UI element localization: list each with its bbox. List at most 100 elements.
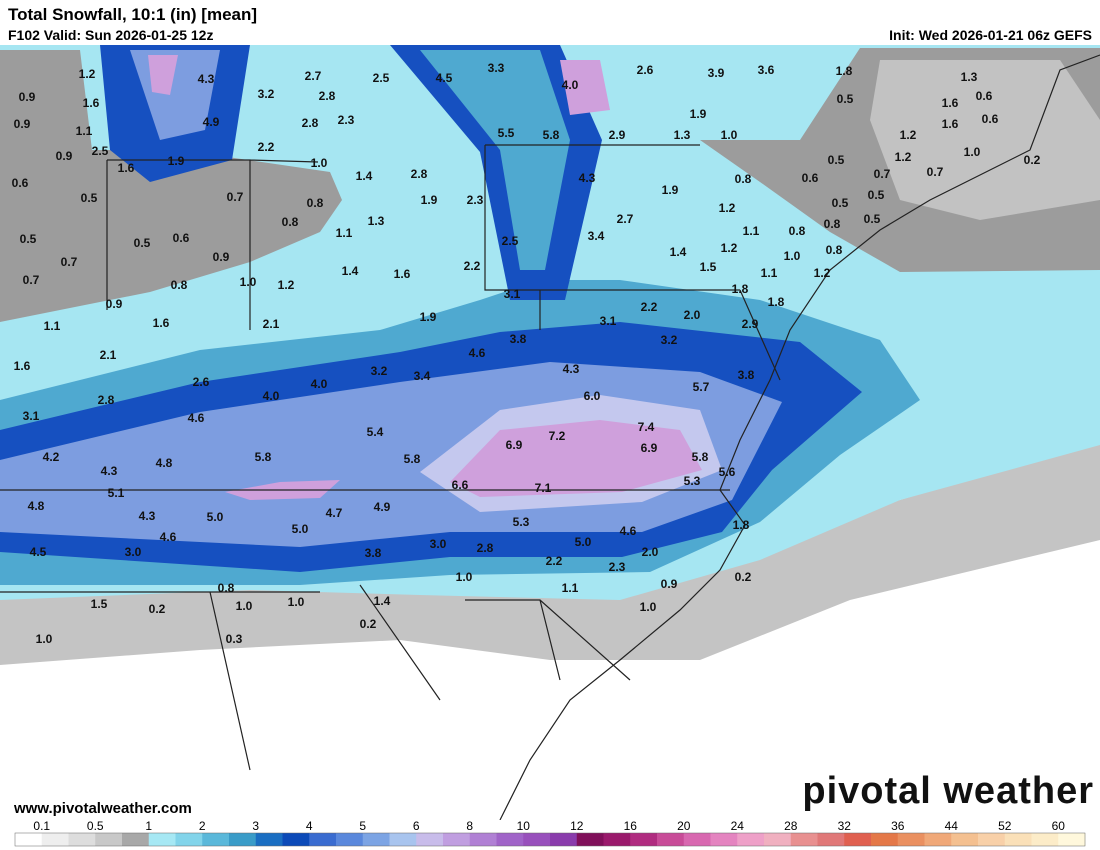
- snow-label: 4.7: [326, 506, 343, 520]
- snow-label: 3.1: [504, 287, 521, 301]
- snow-label: 4.3: [579, 171, 596, 185]
- snow-label: 2.0: [684, 308, 701, 322]
- colorbar-label: 5: [359, 819, 366, 833]
- snow-label: 2.2: [464, 259, 481, 273]
- snow-label: 2.0: [642, 545, 659, 559]
- snow-label: 1.6: [83, 96, 100, 110]
- colorbar-label: 20: [677, 819, 691, 833]
- snow-label: 1.5: [700, 260, 717, 274]
- snow-label: 2.1: [263, 317, 280, 331]
- colorbar-swatch: [897, 833, 925, 846]
- snow-label: 4.8: [156, 456, 173, 470]
- snow-label: 0.8: [789, 224, 806, 238]
- snow-label: 0.8: [307, 196, 324, 210]
- colorbar-swatch: [202, 833, 230, 846]
- snow-label: 0.5: [832, 196, 849, 210]
- snow-label: 4.5: [436, 71, 453, 85]
- snow-label: 2.5: [92, 144, 109, 158]
- snow-label: 1.4: [356, 169, 373, 183]
- snow-label: 3.6: [758, 63, 775, 77]
- snow-label: 0.8: [824, 217, 841, 231]
- snow-label: 2.8: [319, 89, 336, 103]
- snow-label: 6.9: [506, 438, 523, 452]
- snow-label: 4.8: [28, 499, 45, 513]
- colorbar-label: 0.1: [33, 819, 50, 833]
- colorbar-swatch: [951, 833, 979, 846]
- snow-label: 2.2: [546, 554, 563, 568]
- snow-label: 2.3: [338, 113, 355, 127]
- snow-label: 0.7: [927, 165, 944, 179]
- brand: pivotal weather: [802, 770, 1094, 812]
- shade-gray-west: [0, 50, 342, 322]
- snow-label: 4.3: [563, 362, 580, 376]
- snow-label: 3.4: [414, 369, 431, 383]
- snow-label: 2.6: [637, 63, 654, 77]
- snow-label: 0.2: [1024, 153, 1041, 167]
- snow-label: 3.0: [125, 545, 142, 559]
- colorbar-swatch: [603, 833, 631, 846]
- shade-purple: [450, 420, 702, 497]
- snow-label: 1.2: [814, 266, 831, 280]
- snow-label: 3.8: [738, 368, 755, 382]
- snow-label: 1.2: [895, 150, 912, 164]
- snow-label: 1.6: [394, 267, 411, 281]
- snow-label: 2.8: [411, 167, 428, 181]
- snow-label: 1.0: [36, 632, 53, 646]
- snow-label: 0.6: [982, 112, 999, 126]
- snow-label: 0.8: [282, 215, 299, 229]
- snow-label: 0.5: [868, 188, 885, 202]
- snow-label: 6.6: [452, 478, 469, 492]
- snow-label: 4.2: [43, 450, 60, 464]
- shade-light: [0, 440, 1100, 665]
- snow-label: 0.9: [106, 297, 123, 311]
- colorbar-label: 32: [838, 819, 852, 833]
- snow-label: 1.5: [91, 597, 108, 611]
- snow-label: 4.6: [469, 346, 486, 360]
- colorbar-label: 6: [413, 819, 420, 833]
- snow-label: 2.9: [609, 128, 626, 142]
- snow-label: 1.1: [336, 226, 353, 240]
- colorbar-swatch: [924, 833, 952, 846]
- url: www.pivotalweather.com: [13, 800, 192, 817]
- snow-label: 1.1: [76, 124, 93, 138]
- snow-label: 3.2: [661, 333, 678, 347]
- snow-label: 0.7: [874, 167, 891, 181]
- shade-band-ny-inner: [420, 50, 570, 270]
- snow-label: 5.6: [719, 465, 736, 479]
- colorbar-label: 44: [945, 819, 959, 833]
- colorbar-swatch: [41, 833, 69, 846]
- snow-label: 4.3: [198, 72, 215, 86]
- colorbar-label: 3: [252, 819, 259, 833]
- snow-label: 2.1: [100, 348, 117, 362]
- colorbar-swatch: [68, 833, 96, 846]
- snow-label: 3.1: [600, 314, 617, 328]
- colorbar-swatch: [844, 833, 872, 846]
- snow-label: 1.8: [768, 295, 785, 309]
- snow-label: 0.8: [171, 278, 188, 292]
- snow-label: 4.5: [30, 545, 47, 559]
- snow-label: 5.1: [108, 486, 125, 500]
- snow-label: 3.4: [588, 229, 605, 243]
- snow-label: 1.3: [368, 214, 385, 228]
- colorbar-swatch: [469, 833, 497, 846]
- colorbar-swatch: [550, 833, 578, 846]
- shade-gray-ne: [870, 60, 1100, 220]
- snow-label: 0.2: [735, 570, 752, 584]
- snow-label: 1.2: [278, 278, 295, 292]
- snow-label: 0.2: [360, 617, 377, 631]
- snow-label: 2.2: [258, 140, 275, 154]
- valid-time: F102 Valid: Sun 2026-01-25 12z: [8, 27, 213, 43]
- snow-label: 5.3: [684, 474, 701, 488]
- colorbar-frame: [14, 832, 1086, 847]
- colorbar-swatch: [683, 833, 711, 846]
- map-area: [0, 45, 1100, 821]
- snow-label: 3.3: [488, 61, 505, 75]
- snow-label: 1.4: [342, 264, 359, 278]
- colorbar-swatch: [362, 833, 390, 846]
- colorbar-swatch: [737, 833, 765, 846]
- colorbar-swatch: [496, 833, 524, 846]
- colorbar-swatch: [978, 833, 1006, 846]
- snow-label: 0.8: [735, 172, 752, 186]
- snow-label: 0.9: [56, 149, 73, 163]
